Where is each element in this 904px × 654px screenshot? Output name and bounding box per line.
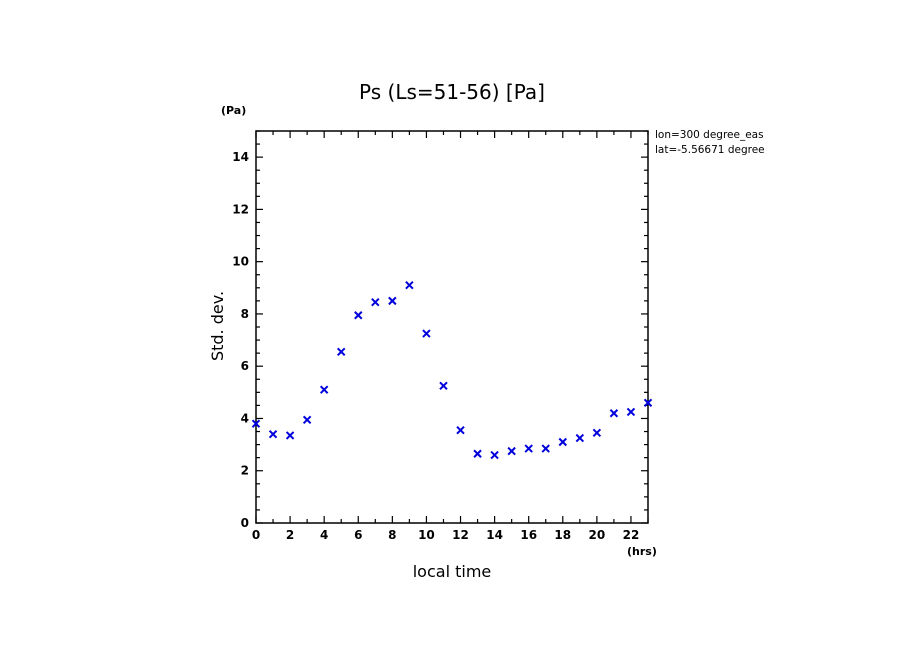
data-point <box>558 437 567 447</box>
data-point <box>268 429 278 439</box>
x-tick-label: 2 <box>286 528 294 542</box>
x-tick-label: 6 <box>354 528 362 542</box>
chart-title: Ps (Ls=51-56) [Pa] <box>359 80 545 104</box>
x-tick-label: 18 <box>554 528 571 542</box>
x-tick-label: 16 <box>520 528 537 542</box>
x-tick-label: 4 <box>320 528 328 542</box>
data-point <box>541 444 550 453</box>
annotation-lat: lat=-5.56671 degree <box>655 144 765 156</box>
axis-ticks <box>255 130 649 524</box>
y-tick-label: 10 <box>232 255 249 269</box>
data-point <box>643 398 653 407</box>
data-point <box>592 428 602 438</box>
x-tick-label: 20 <box>589 528 606 542</box>
x-unit-label: (hrs) <box>627 545 657 558</box>
y-tick-label: 8 <box>241 307 249 321</box>
data-point <box>422 329 431 338</box>
data-point <box>456 426 465 435</box>
x-tick-label: 12 <box>452 528 469 542</box>
x-tick-label: 10 <box>418 528 435 542</box>
data-point <box>507 446 516 456</box>
y-tick-label: 12 <box>232 202 249 216</box>
data-point <box>251 419 261 428</box>
data-point <box>490 450 499 460</box>
data-point <box>285 431 295 440</box>
data-point <box>524 444 533 453</box>
y-tick-label: 0 <box>241 516 249 530</box>
x-tick-label: 14 <box>486 528 503 542</box>
x-tick-label: 8 <box>388 528 396 542</box>
y-axis-label: Std. dev. <box>208 291 227 361</box>
y-tick-label: 4 <box>241 411 249 425</box>
x-tick-label: 22 <box>623 528 640 542</box>
axis-tick-labels: 0 2 4 6 8 10 12 14 16 18 20 22 0 2 4 6 8 10 12 14 <box>232 150 639 542</box>
annotation-lon: lon=300 degree_eas <box>655 129 764 141</box>
data-point <box>302 415 312 424</box>
data-points <box>251 280 653 460</box>
y-unit-label: (Pa) <box>221 104 246 117</box>
data-point <box>439 381 448 391</box>
data-point <box>388 296 397 306</box>
data-point <box>575 433 585 443</box>
plot-frame <box>255 130 649 524</box>
x-axis-label: local time <box>413 562 492 581</box>
data-point <box>337 347 346 357</box>
data-point <box>405 280 414 290</box>
data-point <box>473 449 482 458</box>
data-point <box>371 297 380 307</box>
y-tick-label: 2 <box>241 464 249 478</box>
data-point <box>626 407 636 417</box>
data-point <box>354 311 363 320</box>
data-point <box>609 409 619 418</box>
data-point <box>319 385 329 394</box>
x-tick-label: 0 <box>252 528 260 542</box>
y-tick-label: 14 <box>232 150 249 164</box>
y-tick-label: 6 <box>241 359 249 373</box>
